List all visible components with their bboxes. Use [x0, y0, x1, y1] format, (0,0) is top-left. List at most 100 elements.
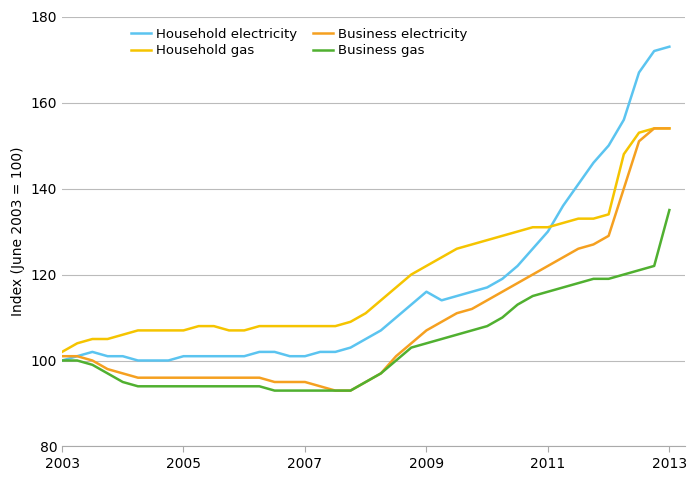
Household electricity [604, 143, 612, 148]
Household gas [301, 323, 309, 329]
Business electricity [270, 379, 279, 385]
Business electricity [559, 254, 567, 260]
Household electricity [58, 358, 66, 363]
Household gas [438, 254, 446, 260]
Household electricity [301, 353, 309, 359]
Business electricity [513, 280, 522, 286]
Household electricity [665, 44, 673, 50]
Business gas [361, 379, 370, 385]
Household gas [88, 336, 97, 342]
Business electricity [301, 379, 309, 385]
Business gas [620, 272, 628, 278]
Line: Business gas: Business gas [62, 210, 669, 390]
Business gas [559, 284, 567, 290]
Business gas [88, 362, 97, 368]
Household gas [164, 327, 172, 333]
Business gas [58, 358, 66, 363]
Business gas [544, 289, 552, 295]
Business electricity [438, 319, 446, 325]
Business gas [665, 207, 673, 213]
Household electricity [392, 315, 400, 321]
Household gas [179, 327, 188, 333]
Household gas [118, 332, 127, 337]
Business electricity [331, 388, 340, 393]
Business gas [422, 340, 430, 346]
Business gas [528, 293, 537, 299]
Business electricity [422, 327, 430, 333]
Business electricity [346, 388, 355, 393]
Business electricity [164, 375, 172, 381]
Household gas [256, 323, 264, 329]
Household gas [513, 228, 522, 234]
Household electricity [256, 349, 264, 355]
Business gas [574, 280, 582, 286]
Business gas [195, 383, 203, 389]
Household gas [149, 327, 158, 333]
Business gas [377, 371, 385, 376]
Household electricity [73, 353, 81, 359]
Business gas [270, 388, 279, 393]
Household electricity [179, 353, 188, 359]
Business electricity [256, 375, 264, 381]
Household gas [225, 327, 233, 333]
Business gas [118, 379, 127, 385]
Household gas [574, 216, 582, 222]
Household gas [528, 224, 537, 230]
Legend: Household electricity, Household gas, Business electricity, Business gas: Household electricity, Household gas, Bu… [131, 27, 468, 57]
Household gas [650, 125, 659, 131]
Household gas [392, 284, 400, 290]
Household electricity [149, 358, 158, 363]
Business gas [392, 358, 400, 363]
Household gas [589, 216, 598, 222]
Business gas [453, 332, 461, 337]
Household gas [210, 323, 218, 329]
Y-axis label: Index (June 2003 = 100): Index (June 2003 = 100) [11, 147, 25, 316]
Business electricity [286, 379, 294, 385]
Business electricity [210, 375, 218, 381]
Business electricity [195, 375, 203, 381]
Household electricity [118, 353, 127, 359]
Household electricity [286, 353, 294, 359]
Household gas [377, 297, 385, 303]
Business gas [589, 276, 598, 281]
Business gas [164, 383, 172, 389]
Household gas [498, 233, 507, 239]
Business electricity [665, 125, 673, 131]
Business electricity [544, 263, 552, 269]
Household gas [483, 237, 491, 243]
Household electricity [650, 48, 659, 54]
Line: Household electricity: Household electricity [62, 47, 669, 361]
Household electricity [377, 327, 385, 333]
Household electricity [270, 349, 279, 355]
Household gas [195, 323, 203, 329]
Household gas [361, 310, 370, 316]
Household gas [453, 246, 461, 252]
Household gas [316, 323, 324, 329]
Household gas [559, 220, 567, 226]
Line: Household gas: Household gas [62, 128, 669, 352]
Household electricity [88, 349, 97, 355]
Household gas [270, 323, 279, 329]
Household electricity [468, 289, 476, 295]
Business gas [286, 388, 294, 393]
Household electricity [453, 293, 461, 299]
Household electricity [513, 263, 522, 269]
Business electricity [58, 353, 66, 359]
Business electricity [377, 371, 385, 376]
Household electricity [346, 345, 355, 350]
Household electricity [438, 297, 446, 303]
Business electricity [453, 310, 461, 316]
Household electricity [483, 284, 491, 290]
Household electricity [134, 358, 142, 363]
Household electricity [361, 336, 370, 342]
Business gas [301, 388, 309, 393]
Household gas [665, 125, 673, 131]
Business gas [650, 263, 659, 269]
Business electricity [483, 297, 491, 303]
Business electricity [468, 306, 476, 312]
Business gas [256, 383, 264, 389]
Business gas [149, 383, 158, 389]
Business gas [498, 315, 507, 321]
Business gas [513, 302, 522, 308]
Business gas [240, 383, 248, 389]
